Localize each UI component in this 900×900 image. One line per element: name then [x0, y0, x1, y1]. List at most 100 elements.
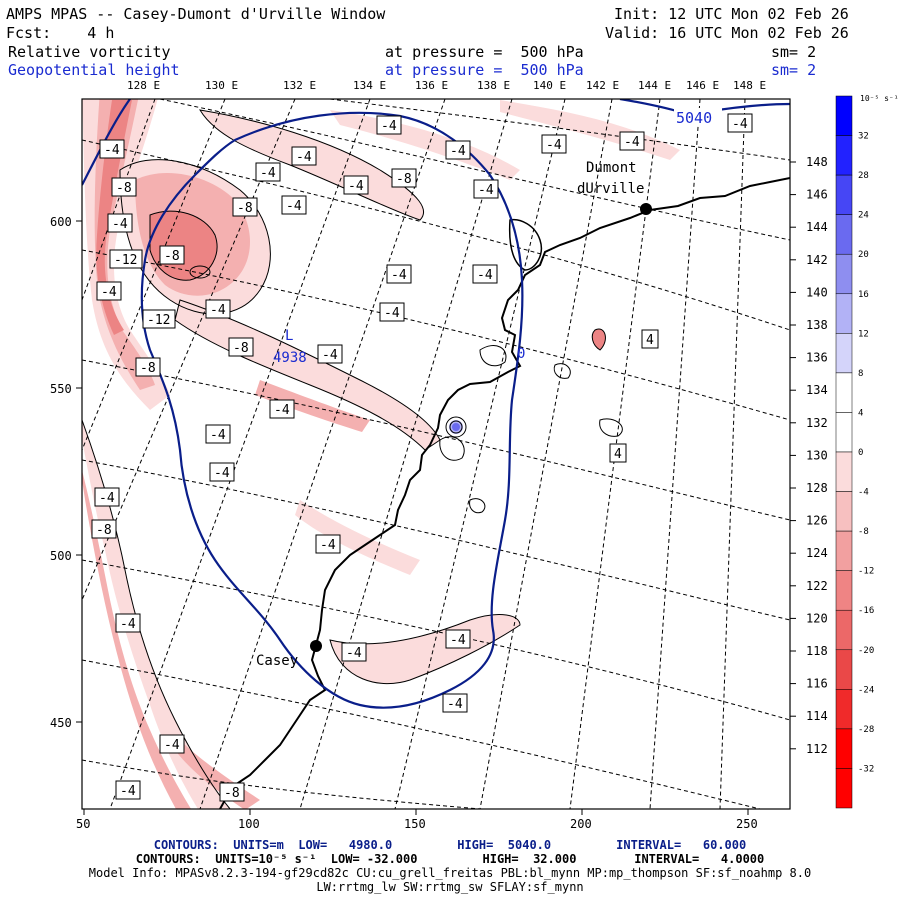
top-axis-label: 144 E — [638, 79, 671, 92]
vorticity-label-box — [142, 309, 176, 329]
vorticity-label-box — [91, 519, 117, 539]
left-axis: 600 550 500 450 — [50, 215, 82, 730]
vorticity-label-box — [115, 613, 141, 633]
vorticity-label: -4 — [104, 143, 120, 158]
colorbar-swatch — [835, 174, 853, 215]
field1-level: at pressure = 500 hPa — [385, 43, 584, 61]
vorticity-label-box — [109, 249, 143, 269]
vorticity-label-box — [159, 734, 185, 754]
colorbar-unit: 10⁻⁵ s⁻¹ — [860, 94, 899, 103]
colorbar-tick-label: -32 — [858, 764, 874, 774]
vorticity-label-box — [315, 534, 341, 554]
top-axis-label: 128 E — [127, 79, 160, 92]
colorbar-tick-label: -16 — [858, 606, 874, 616]
right-axis-label: 122 E — [806, 579, 842, 593]
vorticity-label-box — [205, 424, 231, 444]
vorticity-label: -8 — [224, 786, 240, 801]
vorticity-label: -8 — [233, 341, 249, 356]
colorbar-tick-label: -8 — [858, 527, 869, 537]
vorticity-label: 4 — [614, 447, 622, 462]
vorticity-label-box — [386, 264, 412, 284]
vorticity-label: -12 — [114, 253, 137, 268]
graticule — [82, 99, 790, 809]
top-axis-label: 138 E — [477, 79, 510, 92]
vorticity-label-box — [473, 179, 499, 199]
right-axis-label: 130 E — [806, 448, 842, 462]
colorbar-swatch — [835, 333, 853, 374]
right-axis-label: 132 E — [806, 416, 842, 430]
right-axis-label: 144 E — [806, 220, 842, 234]
right-axis-label: 134 E — [806, 383, 842, 397]
dumont-station-marker — [640, 203, 652, 215]
casey-station-label: Casey — [256, 653, 298, 669]
colorbar: 32 28 24 20 16 12 8 4 0 -4 -8 -12 -16 -20 -24 -28 -32 — [835, 95, 874, 809]
vorticity-label-box — [228, 337, 254, 357]
right-axis-label: 148 E — [806, 155, 842, 169]
top-axis-label: 132 E — [283, 79, 316, 92]
vorticity-label: -12 — [147, 313, 170, 328]
vorticity-label: -4 — [447, 697, 463, 712]
bottom-axis: 50 100 150 200 250 — [76, 809, 758, 831]
vorticity-label: -4 — [260, 166, 276, 181]
vorticity-label: -4 — [210, 428, 226, 443]
vorticity-label-box — [219, 782, 245, 802]
right-axis: 148 E 146 E 144 E 142 E 140 E 138 E 136 E 134 E… — [790, 155, 842, 756]
top-axis-label: 146 E — [686, 79, 719, 92]
colorbar-tick-label: 24 — [858, 211, 869, 221]
vorticity-label-box — [343, 175, 369, 195]
init-time: Init: 12 UTC Mon 02 Feb 26 — [614, 5, 849, 23]
colorbar-swatch — [835, 451, 853, 492]
colorbar-tick-label: -12 — [858, 567, 874, 577]
vorticity-label: -4 — [101, 285, 117, 300]
colorbar-swatch — [835, 689, 853, 730]
left-axis-label: 500 — [50, 549, 72, 563]
dumont-label-line2: dUrville — [577, 181, 644, 197]
vorticity-label: -4 — [120, 784, 136, 799]
vorticity-label: 4 — [646, 333, 654, 348]
colorbar-swatch — [835, 768, 853, 809]
vorticity-label: -8 — [237, 201, 253, 216]
vorticity-label-box — [472, 264, 498, 284]
vorticity-label: -4 — [391, 268, 407, 283]
colorbar-swatch — [835, 530, 853, 571]
vorticity-label: -4 — [99, 491, 115, 506]
vorticity-label: -4 — [214, 466, 230, 481]
vorticity-label: -4 — [296, 150, 312, 165]
colorbar-tick-label: -4 — [858, 488, 869, 498]
vorticity-label: -8 — [396, 172, 412, 187]
colorbar-swatch — [835, 95, 853, 136]
colorbar-swatch — [835, 412, 853, 453]
bottom-axis-label: 200 — [570, 817, 592, 831]
colorbar-tick-label: -24 — [858, 685, 874, 695]
colorbar-tick-label: 4 — [858, 408, 863, 418]
colorbar-swatch — [835, 372, 853, 413]
vorticity-label: -4 — [477, 268, 493, 283]
colorbar-swatch — [835, 609, 853, 651]
field2-level: at pressure = 500 hPa — [385, 61, 584, 79]
colorbar-swatch — [835, 293, 853, 334]
top-axis: 128 E 130 E 132 E 134 E 136 E 138 E 140 … — [127, 79, 766, 92]
vorticity-label-box — [94, 487, 120, 507]
top-axis-label: 136 E — [415, 79, 448, 92]
vorticity-label: -4 — [286, 199, 302, 214]
height-label-4938: 4938 — [273, 350, 307, 366]
vorticity-label-box — [317, 344, 343, 364]
field1-name: Relative vorticity — [8, 43, 171, 61]
vorticity-label-box — [107, 213, 133, 233]
field2-name: Geopotential height — [8, 61, 180, 79]
field2-smoothing: sm= 2 — [771, 61, 817, 79]
vorticity-label: -4 — [546, 138, 562, 153]
vorticity-label: -4 — [450, 633, 466, 648]
right-axis-label: 120 E — [806, 611, 842, 625]
vorticity-label: -4 — [478, 183, 494, 198]
right-axis-label: 112 E — [806, 742, 842, 756]
vorticity-label-box — [641, 329, 659, 349]
colorbar-tick-label: 20 — [858, 250, 869, 260]
vorticity-label-box — [232, 197, 258, 217]
vorticity-label: -4 — [450, 144, 466, 159]
valid-time: Valid: 16 UTC Mon 02 Feb 26 — [605, 24, 849, 42]
coastline — [219, 177, 790, 809]
vorticity-label: -4 — [348, 179, 364, 194]
colorbar-tick-label: 28 — [858, 171, 869, 181]
colorbar-tick-label: -20 — [858, 646, 874, 656]
